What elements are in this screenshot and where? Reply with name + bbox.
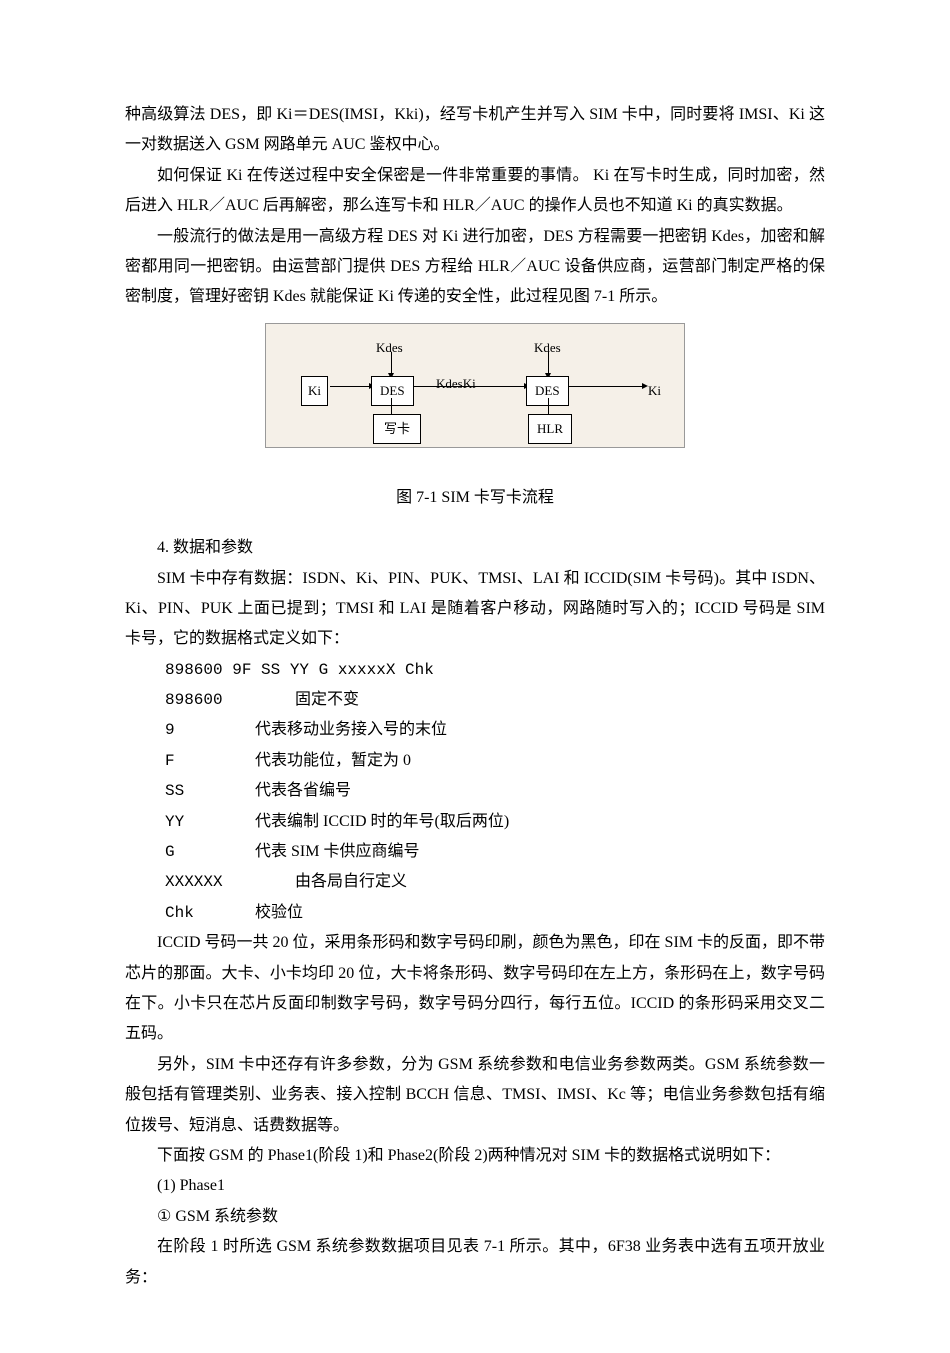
- paragraph-2: 如何保证 Ki 在传送过程中安全保密是一件非常重要的事情。 Ki 在写卡时生成，…: [125, 161, 825, 222]
- iccid-field-code: 9: [165, 715, 255, 745]
- iccid-field-desc: 代表 SIM 卡供应商编号: [255, 837, 419, 867]
- iccid-field-code: F: [165, 746, 255, 776]
- iccid-field-desc: 校验位: [255, 898, 303, 928]
- iccid-field-desc: 代表移动业务接入号的末位: [255, 715, 447, 745]
- des-box-1: DES: [371, 376, 414, 407]
- iccid-field-row: SS代表各省编号: [165, 776, 825, 806]
- iccid-field-desc: 代表功能位，暂定为 0: [255, 746, 411, 776]
- iccid-field-code: YY: [165, 807, 255, 837]
- paragraph-1: 种高级算法 DES，即 Ki＝DES(IMSI，Kki)，经写卡机产生并写入 S…: [125, 100, 825, 161]
- arrow-ki-des1: [330, 386, 370, 387]
- section4-sub1: (1) Phase1: [125, 1171, 825, 1201]
- iccid-field-code: XXXXXX: [165, 867, 295, 897]
- section4-sub2: ① GSM 系统参数: [125, 1202, 825, 1232]
- figure-caption: 图 7-1 SIM 卡写卡流程: [125, 483, 825, 513]
- iccid-field-row: 898600固定不变: [165, 685, 825, 715]
- iccid-field-desc: 固定不变: [295, 685, 359, 715]
- iccid-format-line: 898600 9F SS YY G xxxxxX Chk: [165, 655, 825, 685]
- line-des2-hlr: [548, 398, 549, 414]
- iccid-field-code: SS: [165, 776, 255, 806]
- diagram-container: Kdes Kdes Ki DES KdesKi DES Ki 写卡 HLR: [265, 323, 685, 448]
- iccid-field-row: YY代表编制 ICCID 时的年号(取后两位): [165, 807, 825, 837]
- iccid-field-code: G: [165, 837, 255, 867]
- section4-p1: SIM 卡中存有数据：ISDN、Ki、PIN、PUK、TMSI、LAI 和 IC…: [125, 564, 825, 655]
- iccid-field-code: 898600: [165, 685, 295, 715]
- section4-p3: 另外，SIM 卡中还存有许多参数，分为 GSM 系统参数和电信业务参数两类。GS…: [125, 1050, 825, 1141]
- section4-p5: 在阶段 1 时所选 GSM 系统参数数据项目见表 7-1 所示。其中，6F38 …: [125, 1232, 825, 1293]
- ki-output-label: Ki: [648, 379, 661, 404]
- section4-p2: ICCID 号码一共 20 位，采用条形码和数字号码印刷，颜色为黑色，印在 SI…: [125, 928, 825, 1050]
- iccid-field-row: G代表 SIM 卡供应商编号: [165, 837, 825, 867]
- arrow-des2-ki: [568, 386, 643, 387]
- section4-title: 4. 数据和参数: [125, 533, 825, 563]
- paragraph-3: 一般流行的做法是用一高级方程 DES 对 Ki 进行加密，DES 方程需要一把密…: [125, 222, 825, 313]
- iccid-field-desc: 代表各省编号: [255, 776, 351, 806]
- arrow-kdes2-des2: [548, 352, 549, 374]
- writecard-box: 写卡: [373, 414, 421, 445]
- kdes-label-1: Kdes: [376, 336, 403, 361]
- iccid-field-row: 9代表移动业务接入号的末位: [165, 715, 825, 745]
- section4-p4: 下面按 GSM 的 Phase1(阶段 1)和 Phase2(阶段 2)两种情况…: [125, 1141, 825, 1171]
- iccid-field-code: Chk: [165, 898, 255, 928]
- iccid-field-desc: 代表编制 ICCID 时的年号(取后两位): [255, 807, 509, 837]
- ki-input-box: Ki: [301, 376, 328, 407]
- hlr-box: HLR: [528, 414, 572, 445]
- iccid-field-row: XXXXXX由各局自行定义: [165, 867, 825, 897]
- kdeski-label: KdesKi: [436, 372, 476, 397]
- iccid-format-list: 898600 9F SS YY G xxxxxX Chk 898600固定不变9…: [165, 655, 825, 929]
- iccid-field-row: F代表功能位，暂定为 0: [165, 746, 825, 776]
- iccid-field-desc: 由各局自行定义: [295, 867, 407, 897]
- iccid-field-row: Chk校验位: [165, 898, 825, 928]
- arrow-kdes1-des1: [391, 352, 392, 374]
- ki-encryption-diagram: Kdes Kdes Ki DES KdesKi DES Ki 写卡 HLR: [265, 323, 685, 448]
- line-des1-writecard: [391, 398, 392, 414]
